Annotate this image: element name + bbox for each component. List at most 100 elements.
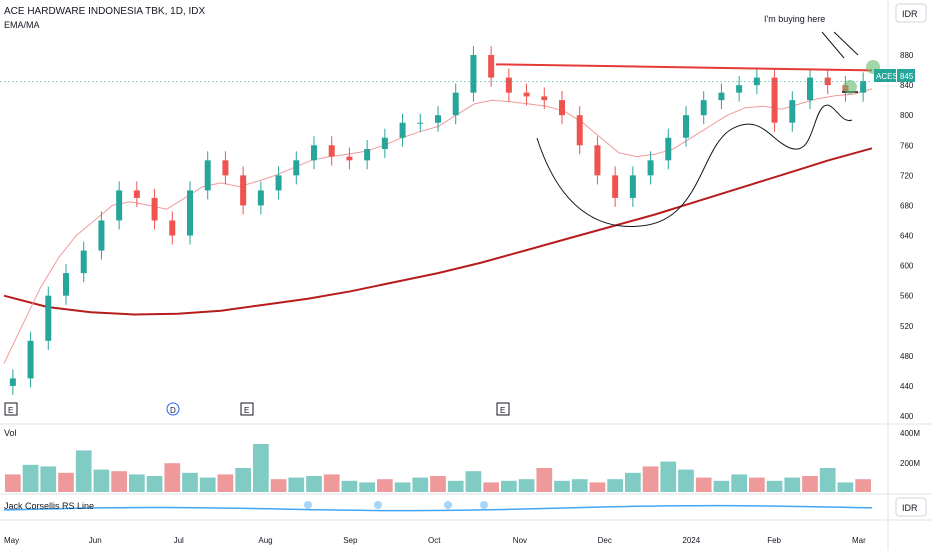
volume-bar <box>75 450 92 492</box>
candle-body <box>683 115 689 138</box>
candle-body <box>647 160 654 176</box>
candle-body <box>27 340 34 379</box>
volume-bar <box>235 468 251 492</box>
event-marker-label: E <box>244 406 249 415</box>
volume-bar <box>323 474 340 492</box>
price-tag-value: 845 <box>900 72 914 81</box>
rs-line <box>3 504 873 512</box>
candle-body <box>736 85 743 93</box>
volume-bar <box>217 474 234 492</box>
candle-body <box>417 122 424 124</box>
y-tick-label: 440 <box>900 382 914 391</box>
x-tick-label: Jul <box>174 536 184 545</box>
volume-bar <box>164 463 181 492</box>
volume-bar <box>58 472 74 492</box>
volume-bar <box>678 469 694 492</box>
rs-high-dot <box>374 501 382 509</box>
volume-bar <box>412 477 429 492</box>
candle-body <box>452 92 459 116</box>
x-tick-label: May <box>4 536 19 545</box>
candle-body <box>45 295 52 341</box>
earnings-marker <box>240 402 254 416</box>
rs-currency-badge-box[interactable] <box>895 497 927 517</box>
volume-bar <box>518 479 535 492</box>
arrow-line <box>821 31 845 59</box>
volume-bar <box>784 477 801 492</box>
y-axis: 880 840 800 760 720 680 640 600 560 520 480 440 400 <box>900 51 914 421</box>
candle-body <box>541 96 548 101</box>
candle-body <box>204 160 211 191</box>
candle-body <box>346 156 353 161</box>
volume-bar <box>182 472 198 492</box>
volume-bar <box>430 476 446 492</box>
y-tick-label: 400 <box>900 412 914 421</box>
volume-bar <box>766 480 783 492</box>
volume-label: Vol <box>4 428 17 438</box>
volume-bar <box>5 474 21 492</box>
volume-bar <box>536 468 553 492</box>
candle-body <box>9 378 16 386</box>
x-tick-label: Jun <box>89 536 102 545</box>
candle-body <box>523 92 530 97</box>
candle-body <box>559 100 565 116</box>
indicator-label: EMA/MA <box>4 20 40 30</box>
volume-bar <box>642 466 659 492</box>
rs-currency-badge: IDR <box>902 503 918 513</box>
x-tick-label: 2024 <box>682 536 700 545</box>
currency-badge-box[interactable] <box>895 3 927 23</box>
candle-body <box>98 220 105 251</box>
price-tag-symbol-bg <box>874 69 896 82</box>
candle-body <box>505 77 512 93</box>
candle-body <box>789 100 796 123</box>
volume-bar <box>625 472 641 492</box>
candle-body <box>718 92 725 101</box>
candle-body <box>665 137 672 161</box>
rs-high-dot <box>480 501 488 509</box>
y-tick-label: 800 <box>900 111 914 120</box>
x-tick-label: Oct <box>428 536 441 545</box>
candle-body <box>63 273 69 296</box>
volume-bar <box>377 479 393 492</box>
volume-bar <box>146 476 163 492</box>
volume-bar <box>855 479 871 492</box>
volume-bar <box>571 479 588 492</box>
candle-body <box>311 145 317 161</box>
volume-bar <box>731 474 747 492</box>
x-tick-label: Aug <box>258 536 272 545</box>
currency-badge: IDR <box>902 9 918 19</box>
candle-body <box>293 160 300 176</box>
volume-bar <box>270 479 287 492</box>
earnings-marker <box>496 402 510 416</box>
candle-body <box>116 190 123 221</box>
candle-body <box>612 175 619 198</box>
annotation-note: I'm buying here <box>764 14 825 24</box>
volume-bar <box>819 468 836 492</box>
volume-bar <box>501 480 517 492</box>
vol-tick-400: 400M <box>900 429 920 438</box>
volume-bar <box>394 482 411 492</box>
rs-high-dot <box>304 501 312 509</box>
candle-body <box>576 115 583 146</box>
rs-high-dot <box>444 501 452 509</box>
event-marker-label: E <box>8 406 13 415</box>
volume-bar <box>341 480 358 492</box>
volume-bar <box>695 477 712 492</box>
volume-bar <box>802 476 818 492</box>
x-axis: May Jun Jul Aug Sep Oct Nov Dec 2024 Feb Mar <box>4 536 866 545</box>
volume-bar <box>129 474 145 492</box>
candle-body <box>488 55 495 78</box>
volume-bar <box>199 477 216 492</box>
candle-body <box>771 77 778 123</box>
resistance-line <box>495 63 873 72</box>
volume-bar <box>93 469 110 492</box>
volume-bar <box>447 480 464 492</box>
y-tick-label: 680 <box>900 201 914 210</box>
candle-body <box>700 100 707 116</box>
x-tick-label: Sep <box>343 536 358 545</box>
y-tick-label: 480 <box>900 352 914 361</box>
candle-body <box>470 55 477 93</box>
volume-bar <box>554 480 570 492</box>
